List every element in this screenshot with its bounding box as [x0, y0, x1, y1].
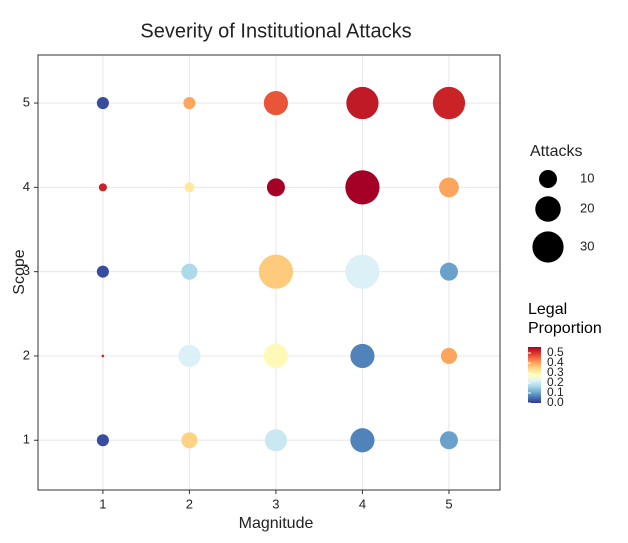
color-legend-title: Legal Proportion	[528, 301, 602, 337]
bubble	[432, 86, 466, 120]
x-tick-label: 1	[99, 496, 106, 511]
bubble	[266, 178, 285, 197]
bubble	[258, 254, 294, 289]
bubble	[346, 86, 379, 120]
x-tick-label: 5	[445, 496, 452, 511]
x-tick-label: 4	[359, 496, 366, 511]
y-tick-label: 3	[23, 263, 30, 278]
colorbar-tick-label: 0.3	[547, 365, 564, 379]
bubble	[350, 343, 375, 369]
bubble	[96, 265, 109, 278]
size-legend-label: 10	[580, 170, 594, 185]
x-axis-label: Magnitude	[239, 515, 314, 532]
size-legend-label: 30	[580, 238, 594, 253]
y-tick-label: 4	[23, 179, 30, 194]
bubble	[439, 262, 458, 281]
colorbar	[528, 347, 541, 403]
bubble	[178, 344, 201, 367]
size-legend-key	[535, 196, 561, 222]
y-tick-label: 5	[23, 94, 30, 109]
bubble	[439, 431, 458, 450]
y-axis-label: Scope	[11, 249, 28, 294]
bubble	[263, 343, 289, 369]
x-tick-label: 2	[186, 496, 193, 511]
size-legend-key	[532, 231, 564, 263]
colorbar-tick-label: 0.2	[547, 375, 564, 389]
colorbar-tick-label: 0.1	[547, 385, 564, 399]
size-legend-title: Attacks	[530, 143, 582, 160]
bubble	[264, 429, 287, 452]
size-legend-label: 20	[580, 200, 594, 215]
x-tick-label: 3	[272, 496, 279, 511]
chart-title: Severity of Institutional Attacks	[140, 20, 411, 42]
bubble	[345, 254, 380, 289]
bubble	[439, 177, 459, 198]
colorbar-tick-label: 0.0	[547, 395, 564, 409]
colorbar-tick-label: 0.5	[547, 345, 564, 359]
bubble	[345, 170, 380, 205]
bubble	[183, 97, 196, 110]
y-tick-label: 2	[23, 347, 30, 362]
bubble	[181, 432, 198, 449]
colorbar-tick-label: 0.4	[547, 355, 564, 369]
bubble	[350, 428, 375, 453]
plot-border	[37, 54, 501, 491]
bubble	[101, 354, 105, 358]
bubble	[181, 263, 198, 280]
size-legend-key	[538, 169, 558, 189]
bubble	[184, 182, 195, 193]
y-tick-label: 1	[23, 432, 30, 447]
bubble	[263, 90, 289, 116]
bubble	[96, 434, 109, 447]
bubble	[96, 97, 109, 110]
bubble	[440, 347, 458, 365]
bubble	[98, 183, 107, 192]
